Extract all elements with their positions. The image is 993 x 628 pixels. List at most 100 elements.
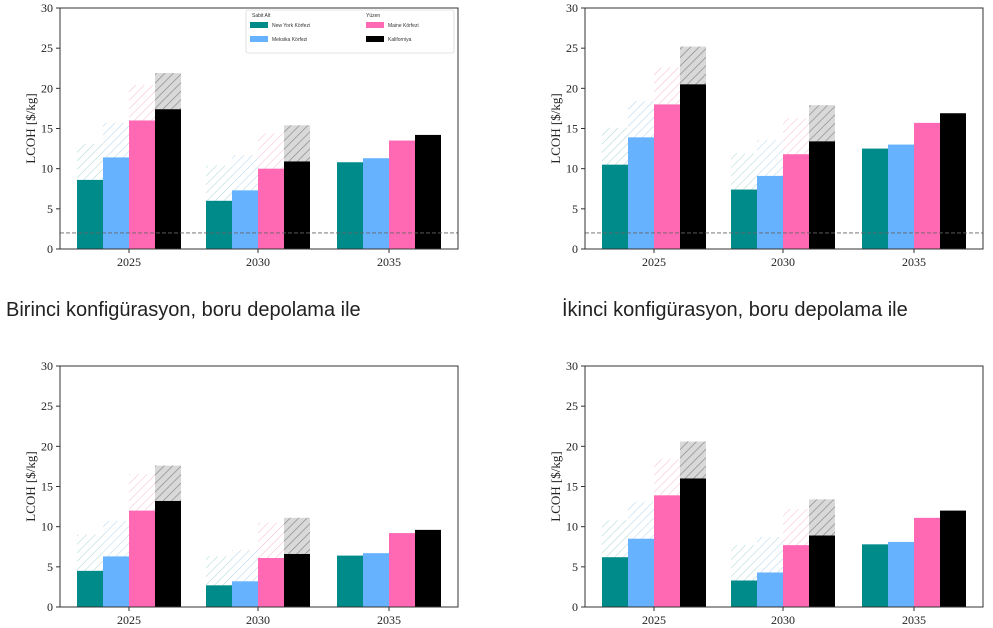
y-axis-label: LCOH [$/kg]: [548, 451, 563, 521]
bar-meksika-2035: [888, 144, 914, 249]
bar-upper-maine-2025: [129, 85, 155, 121]
bar-meksika-2025: [103, 157, 129, 249]
bar-kaliforniya-2035: [940, 510, 966, 607]
legend-swatch-kaliforniya: [366, 36, 384, 42]
bar-upper-maine-2030: [783, 508, 809, 546]
bar-upper-kaliforniya-2025: [155, 73, 181, 110]
bar-upper-kaliforniya-2030: [284, 125, 310, 162]
y-tick-label: 30: [41, 1, 53, 15]
bar-maine-2030: [783, 154, 809, 249]
bar-kaliforniya-2035: [415, 134, 441, 249]
legend: Sabit Alt Yüzen New York Körfezi Meksika Kö…: [245, 9, 455, 54]
bar-upper-meksika-2030: [757, 139, 783, 176]
y-tick-label: 20: [41, 439, 53, 453]
chart-panel-3: 0 5 10 15 20 25 30 LCOH [$/kg] 2025 2030 2035: [0, 358, 460, 628]
y-tick-label: 5: [572, 202, 578, 216]
bar-upper-maine-2030: [258, 522, 284, 558]
bar-upper-meksika-2030: [232, 549, 258, 582]
bar-kaliforniya-2030: [809, 535, 835, 607]
y-tick-label: 10: [566, 520, 578, 534]
chart-panel-2: 0 5 10 15 20 25 30 LCOH [$/kg] 2025 2030 2035: [525, 0, 985, 270]
bar-kaliforniya-2035: [940, 113, 966, 249]
y-tick-label: 5: [47, 202, 53, 216]
bar-upper-meksika-2030: [232, 155, 258, 191]
bar-upper-maine-2030: [783, 118, 809, 155]
bar-meksika-2025: [628, 538, 654, 607]
bar-meksika-2035: [888, 541, 914, 607]
bar-kaliforniya-2025: [680, 84, 706, 249]
bar-upper-new-york-2030: [731, 153, 757, 190]
plot-frame: [59, 7, 459, 250]
bar-meksika-2030: [757, 175, 783, 249]
y-axis-label: LCOH [$/kg]: [548, 93, 563, 163]
bar-upper-kaliforniya-2025: [680, 441, 706, 479]
bar-maine-2035: [389, 533, 415, 607]
bar-new-york-2025: [602, 164, 628, 249]
legend-group-title: Sabit Alt: [252, 13, 271, 19]
bar-new-york-2030: [206, 200, 232, 249]
x-tick-label: 2035: [902, 255, 926, 269]
bar-upper-new-york-2025: [77, 534, 103, 571]
x-tick-label: 2030: [246, 255, 270, 269]
bar-new-york-2025: [77, 570, 103, 607]
y-tick-label: 0: [572, 242, 578, 256]
bar-upper-meksika-2025: [628, 101, 654, 138]
bar-upper-kaliforniya-2025: [155, 465, 181, 501]
bar-meksika-2035: [363, 158, 389, 249]
bar-kaliforniya-2025: [155, 500, 181, 607]
x-tick-label: 2035: [377, 613, 401, 627]
legend-box: [245, 9, 455, 54]
bar-meksika-2030: [757, 572, 783, 607]
y-axis-label: LCOH [$/kg]: [23, 451, 38, 521]
y-tick-label: 15: [566, 480, 578, 494]
legend-swatch-meksika: [250, 36, 268, 42]
bar-upper-new-york-2025: [602, 127, 628, 165]
bar-upper-maine-2025: [654, 67, 680, 105]
y-tick-label: 15: [41, 122, 53, 136]
x-tick-label: 2025: [642, 255, 666, 269]
bar-upper-new-york-2030: [731, 545, 757, 581]
bar-upper-new-york-2025: [77, 143, 103, 180]
x-tick-label: 2035: [377, 255, 401, 269]
bar-upper-maine-2025: [129, 474, 155, 511]
bar-maine-2030: [258, 168, 284, 249]
bar-upper-meksika-2025: [103, 521, 129, 557]
bar-maine-2030: [258, 557, 284, 607]
legend-swatch-maine: [366, 22, 384, 28]
bar-upper-meksika-2030: [757, 537, 783, 573]
bar-new-york-2030: [206, 585, 232, 607]
legend-swatch-new-york: [250, 22, 268, 28]
bar-kaliforniya-2030: [809, 141, 835, 249]
caption-first-configuration: Birinci konfigürasyon, boru depolama ile: [6, 299, 361, 321]
y-tick-label: 5: [572, 560, 578, 574]
y-tick-label: 30: [566, 359, 578, 373]
y-tick-label: 15: [566, 122, 578, 136]
y-tick-label: 25: [566, 399, 578, 413]
bar-upper-maine-2025: [654, 459, 680, 496]
bar-kaliforniya-2025: [680, 478, 706, 607]
bar-upper-kaliforniya-2030: [284, 517, 310, 554]
y-tick-label: 15: [41, 480, 53, 494]
bar-new-york-2035: [337, 555, 363, 607]
y-tick-label: 20: [566, 439, 578, 453]
legend-group-title: Yüzen: [366, 13, 380, 19]
bar-meksika-2030: [232, 190, 258, 249]
bar-upper-meksika-2025: [103, 122, 129, 158]
bar-new-york-2030: [731, 580, 757, 607]
bar-kaliforniya-2030: [284, 161, 310, 249]
y-tick-label: 0: [47, 600, 53, 614]
bar-upper-maine-2030: [258, 133, 284, 169]
bar-new-york-2035: [862, 148, 888, 249]
bar-new-york-2025: [602, 557, 628, 607]
caption-second-configuration: İkinci konfigürasyon, boru depolama ile: [562, 299, 908, 321]
bar-meksika-2030: [232, 581, 258, 607]
bar-maine-2025: [654, 104, 680, 250]
y-tick-label: 10: [41, 520, 53, 534]
y-tick-label: 20: [566, 81, 578, 95]
y-tick-label: 30: [566, 1, 578, 15]
y-axis-label: LCOH [$/kg]: [23, 93, 38, 163]
legend-label-new-york: New York Körfezi: [272, 23, 310, 29]
